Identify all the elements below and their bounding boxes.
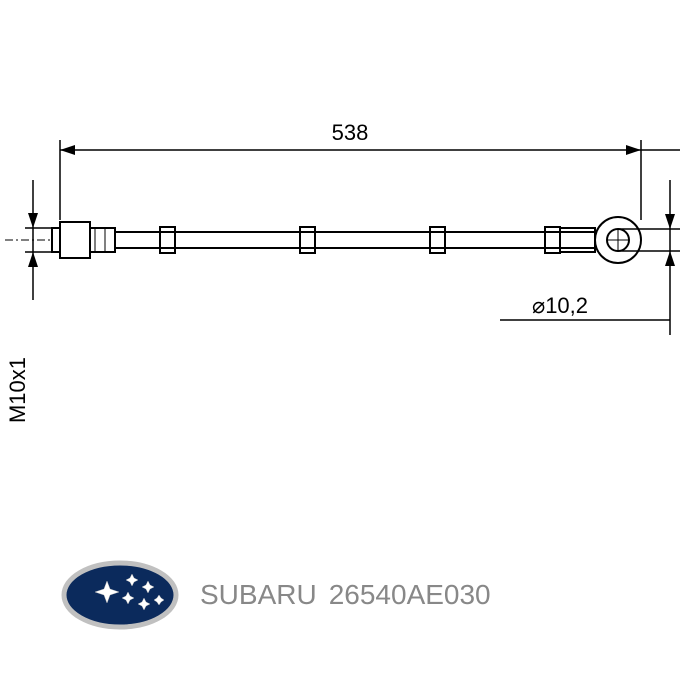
part-number: 26540AE030 xyxy=(329,579,491,611)
thread-dimension: M10x1 xyxy=(5,180,52,423)
brand-name: SUBARU xyxy=(200,579,317,611)
technical-drawing: 538 M10x1 ⌀10,2 xyxy=(0,40,700,440)
part-footer: SUBARU 26540AE030 xyxy=(0,550,700,640)
left-fitting xyxy=(52,222,115,258)
length-value: 538 xyxy=(332,120,369,145)
dimension-length: 538 xyxy=(60,120,680,220)
diameter-value: ⌀10,2 xyxy=(532,293,588,318)
hose-body xyxy=(115,227,595,253)
banjo-fitting xyxy=(560,217,641,263)
thread-value: M10x1 xyxy=(5,357,30,423)
subaru-logo xyxy=(60,560,180,630)
diameter-dimension: ⌀10,2 xyxy=(500,180,680,335)
